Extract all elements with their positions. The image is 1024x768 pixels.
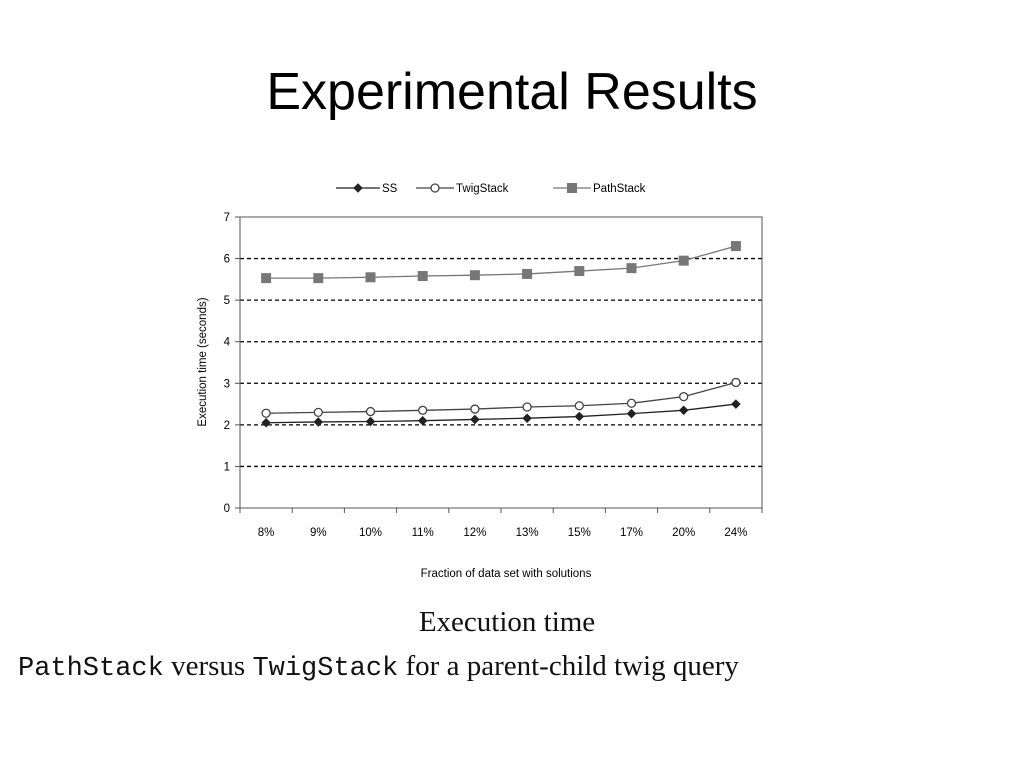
series-twigstack [261, 377, 741, 418]
data-point-ss [470, 414, 480, 425]
caption-text-versus: versus [163, 650, 253, 682]
caption-title: Execution time [418, 606, 596, 638]
x-tick-label: 11% [412, 527, 434, 539]
caption-subtitle: PathStack versus TwigStack for a parent-… [18, 650, 739, 684]
y-tick-label: 0 [224, 503, 230, 515]
x-tick-label: 24% [724, 527, 747, 539]
y-tick-label: 7 [224, 212, 230, 224]
data-point-pathstack [469, 270, 480, 281]
data-point-ss [261, 418, 271, 428]
caption-code-twigstack: TwigStack [252, 654, 399, 684]
data-point-twigstack [470, 404, 480, 414]
data-point-pathstack [522, 268, 533, 279]
x-tick-label: 20% [672, 527, 695, 539]
data-point-ss [574, 411, 585, 422]
x-tick-label: 9% [310, 527, 327, 539]
data-point-twigstack [365, 406, 376, 417]
data-point-ss [417, 415, 428, 426]
x-tick-label: 12% [463, 527, 486, 539]
data-point-twigstack [522, 402, 532, 412]
data-point-twigstack [574, 401, 584, 411]
data-point-twigstack [313, 407, 323, 418]
tick-labels: 0 1 2 3 4 5 6 7 8% 9% 10% 11% 12% 13% 15% 17% 20% 24% [224, 212, 748, 539]
series-line-ss [266, 403, 736, 424]
data-point-ss [522, 413, 532, 423]
caption-code-pathstack: PathStack [18, 654, 164, 684]
series-pathstack [261, 241, 741, 284]
slide-title: Experimental Results [266, 63, 758, 121]
data-point-twigstack [679, 391, 689, 402]
legend-item-pathstack: PathStack [553, 183, 646, 195]
series-line-pathstack [266, 245, 737, 279]
legend-label-ss: SS [382, 183, 398, 195]
data-point-twigstack [626, 398, 637, 408]
data-point-ss [313, 417, 324, 427]
x-tick-label: 13% [516, 527, 539, 539]
legend-item-twigstack: TwigStack [416, 183, 509, 195]
data-point-pathstack [678, 255, 689, 266]
data-series [261, 241, 741, 428]
data-point-pathstack [261, 273, 272, 284]
data-point-ss [626, 408, 637, 419]
data-point-ss [365, 416, 376, 427]
y-tick-label: 6 [224, 254, 230, 266]
axes [235, 216, 763, 513]
data-point-pathstack [365, 272, 376, 283]
x-tick-label: 17% [620, 527, 643, 539]
y-tick-label: 5 [224, 295, 230, 307]
series-line-twigstack [266, 381, 737, 414]
data-point-ss [678, 405, 689, 416]
legend-label-twigstack: TwigStack [456, 183, 509, 195]
x-axis-label: Fraction of data set with solutions [421, 568, 592, 580]
y-tick-label: 4 [224, 337, 231, 349]
y-axis-label: Execution time (seconds) [197, 297, 209, 426]
data-point-pathstack [626, 263, 637, 274]
data-point-ss [731, 399, 741, 409]
legend-marker-ss [353, 183, 363, 193]
data-point-pathstack [574, 266, 585, 277]
x-tick-label: 10% [359, 527, 382, 539]
caption-text-query: for a parent-child twig query [398, 650, 739, 682]
data-point-pathstack [313, 273, 324, 284]
y-tick-label: 2 [224, 420, 230, 432]
y-tick-label: 3 [224, 378, 230, 390]
data-point-pathstack [417, 271, 428, 282]
legend-label-pathstack: PathStack [593, 183, 646, 195]
data-point-pathstack [730, 241, 741, 252]
data-point-twigstack [418, 405, 428, 415]
x-tick-label: 8% [258, 527, 275, 539]
data-point-twigstack [731, 377, 741, 388]
x-tick-label: 15% [568, 527, 591, 539]
series-ss [261, 399, 741, 428]
legend-marker-pathstack [567, 183, 577, 193]
data-point-twigstack [261, 408, 271, 418]
y-tick-label: 1 [224, 461, 230, 473]
legend-marker-twigstack [430, 183, 440, 193]
grid-lines [240, 257, 762, 468]
legend-item-ss: SS [336, 183, 398, 195]
legend: SS TwigStack PathStack [336, 183, 646, 195]
